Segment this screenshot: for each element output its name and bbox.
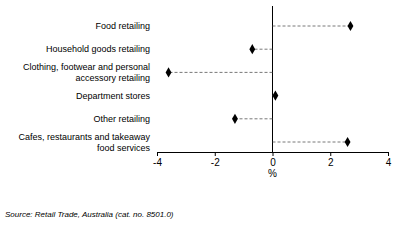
x-axis: -4 -2 0 2 4 — [153, 152, 392, 168]
axis-title: % — [268, 168, 277, 179]
category-label: Other retailing — [93, 114, 150, 124]
category-label: Department stores — [76, 91, 151, 101]
zero-line — [272, 6, 273, 152]
category-labels: Food retailing Household goods retailing C… — [18, 21, 150, 153]
tick-label: 2 — [328, 157, 334, 168]
tick: 2 — [328, 152, 334, 168]
tick: -2 — [211, 152, 220, 168]
tick: -4 — [153, 152, 162, 168]
marker — [166, 67, 172, 77]
category-label: Household goods retailing — [46, 44, 150, 54]
leader-line — [169, 72, 273, 73]
leader-line — [252, 49, 272, 50]
source-note: Source: Retail Trade, Australia (cat. no… — [5, 210, 174, 219]
marker — [232, 114, 238, 124]
axis-line — [158, 153, 389, 157]
tick-label: -4 — [153, 157, 162, 168]
marker — [348, 21, 354, 31]
chart: -4 -2 0 2 4% Food retailing Household goods re… — [0, 0, 397, 227]
tick-label: 4 — [386, 157, 392, 168]
tick: 4 — [386, 152, 392, 168]
marker — [272, 91, 278, 101]
marker — [249, 44, 255, 54]
category-label: Clothing, footwear and personalaccessory… — [23, 62, 150, 83]
leader-line — [273, 26, 351, 27]
leader-line — [235, 118, 273, 119]
tick: 0 — [270, 152, 276, 168]
tick-mark — [215, 152, 216, 156]
marker — [345, 137, 351, 147]
tick-label: 0 — [270, 157, 276, 168]
tick-mark — [157, 152, 158, 156]
tick-mark — [330, 152, 331, 156]
category-label: Cafes, restaurants and takeawayfood serv… — [18, 132, 150, 153]
plot-area — [166, 21, 354, 147]
tick-label: -2 — [211, 157, 220, 168]
tick-mark — [273, 152, 274, 156]
tick-mark — [388, 152, 389, 156]
category-label: Food retailing — [95, 21, 150, 31]
leader-line — [273, 142, 348, 143]
